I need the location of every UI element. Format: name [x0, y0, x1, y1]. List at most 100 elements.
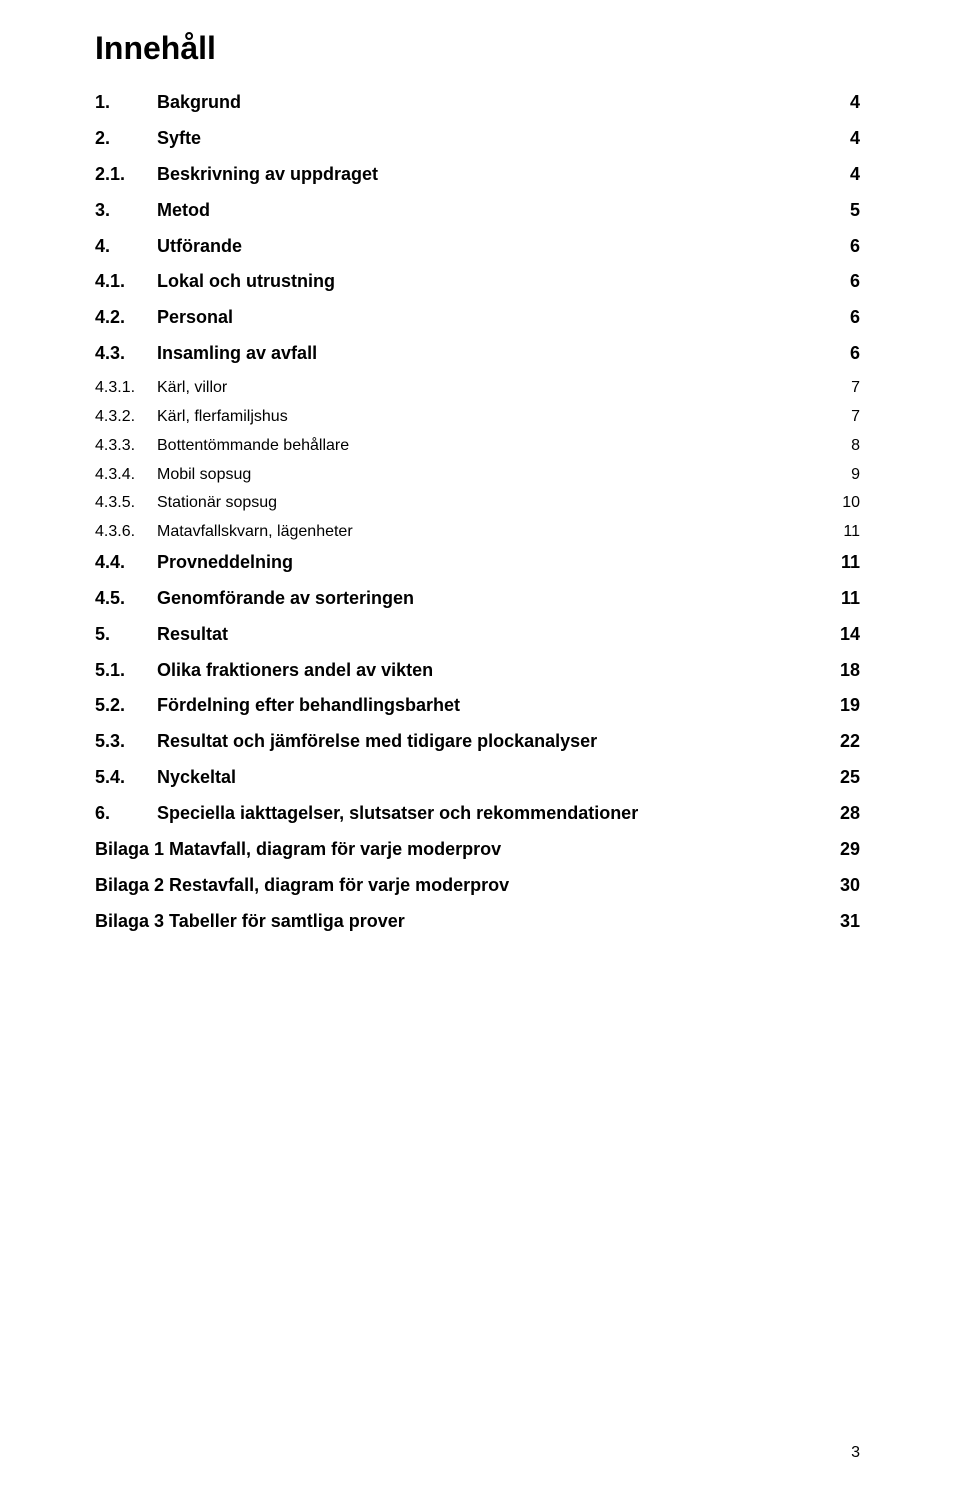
toc-row-left: 5.3.Resultat och jämförelse med tidigare… [95, 728, 597, 756]
toc-number: 5.3. [95, 728, 157, 756]
toc-number: 4.3. [95, 340, 157, 368]
toc-row: 5.3.Resultat och jämförelse med tidigare… [95, 728, 860, 756]
toc-page: 18 [830, 657, 860, 685]
toc-label: Speciella iakttagelser, slutsatser och r… [157, 800, 638, 828]
toc-row-left: Bilaga 3 Tabeller för samtliga prover [95, 908, 405, 936]
toc-page: 7 [830, 405, 860, 430]
page-number: 3 [851, 1444, 860, 1462]
toc-row-left: 4.3.6.Matavfallskvarn, lägenheter [95, 520, 353, 545]
toc-number: 2.1. [95, 161, 157, 189]
toc-label: Fördelning efter behandlingsbarhet [157, 692, 460, 720]
toc-label: Nyckeltal [157, 764, 236, 792]
toc-page: 4 [830, 161, 860, 189]
page-title: Innehåll [95, 30, 860, 67]
toc-label: Beskrivning av uppdraget [157, 161, 378, 189]
toc-number: 5.4. [95, 764, 157, 792]
toc-page: 9 [830, 463, 860, 488]
toc-row-left: 4.3.2.Kärl, flerfamiljshus [95, 405, 288, 430]
toc-page: 28 [830, 800, 860, 828]
toc-row-left: 6.Speciella iakttagelser, slutsatser och… [95, 800, 638, 828]
toc-page: 19 [830, 692, 860, 720]
toc-row: 4.3.3.Bottentömmande behållare 8 [95, 434, 860, 459]
toc-row-left: 5.4.Nyckeltal [95, 764, 236, 792]
toc-number: 4.2. [95, 304, 157, 332]
toc-page: 6 [830, 304, 860, 332]
toc-number: 3. [95, 197, 157, 225]
toc-row-left: 4.3.5.Stationär sopsug [95, 491, 277, 516]
toc-row: 4.4.Provneddelning11 [95, 549, 860, 577]
toc-label: Bakgrund [157, 89, 241, 117]
toc-label: Insamling av avfall [157, 340, 317, 368]
toc-row-left: 5.Resultat [95, 621, 228, 649]
toc-row: 4.3.5.Stationär sopsug 10 [95, 491, 860, 516]
toc-page: 14 [830, 621, 860, 649]
page: Innehåll 1.Bakgrund42.Syfte42.1.Beskrivn… [0, 0, 960, 1512]
toc-row: 4.3.1.Kärl, villor 7 [95, 376, 860, 401]
toc-row-left: 5.2.Fördelning efter behandlingsbarhet [95, 692, 460, 720]
toc-row-left: 4.5.Genomförande av sorteringen [95, 585, 414, 613]
toc-row: 4.Utförande 6 [95, 233, 860, 261]
toc-label: Bilaga 2 Restavfall, diagram för varje m… [95, 872, 509, 900]
toc-label: Resultat [157, 621, 228, 649]
toc-label: Utförande [157, 233, 242, 261]
toc-page: 22 [830, 728, 860, 756]
toc-row: Bilaga 2 Restavfall, diagram för varje m… [95, 872, 860, 900]
toc-number: 4.3.2. [95, 405, 157, 430]
toc-row-left: 2.1.Beskrivning av uppdraget [95, 161, 378, 189]
toc-row: 4.2.Personal 6 [95, 304, 860, 332]
toc-page: 4 [830, 125, 860, 153]
toc-row: 5.2.Fördelning efter behandlingsbarhet 19 [95, 692, 860, 720]
toc-label: Resultat och jämförelse med tidigare plo… [157, 728, 597, 756]
toc-page: 6 [830, 233, 860, 261]
toc-number: 4.3.1. [95, 376, 157, 401]
toc-page: 5 [830, 197, 860, 225]
toc-label: Kärl, flerfamiljshus [157, 405, 288, 430]
toc-number: 4.1. [95, 268, 157, 296]
toc-label: Bottentömmande behållare [157, 434, 349, 459]
toc-row-left: 4.1.Lokal och utrustning [95, 268, 335, 296]
toc-page: 7 [830, 376, 860, 401]
toc-row-left: 4.2.Personal [95, 304, 233, 332]
toc-row-left: 3.Metod [95, 197, 210, 225]
toc-row: 1.Bakgrund4 [95, 89, 860, 117]
toc-page: 31 [830, 908, 860, 936]
toc-number: 6. [95, 800, 157, 828]
toc-row: 4.3.4.Mobil sopsug 9 [95, 463, 860, 488]
toc-label: Genomförande av sorteringen [157, 585, 414, 613]
toc-row: 6.Speciella iakttagelser, slutsatser och… [95, 800, 860, 828]
toc-row-left: 4.3.4.Mobil sopsug [95, 463, 251, 488]
toc-row-left: 4.4.Provneddelning [95, 549, 293, 577]
toc-page: 10 [830, 491, 860, 516]
table-of-contents: 1.Bakgrund42.Syfte42.1.Beskrivning av up… [95, 89, 860, 936]
toc-page: 6 [830, 340, 860, 368]
toc-page: 8 [830, 434, 860, 459]
toc-label: Provneddelning [157, 549, 293, 577]
toc-label: Bilaga 3 Tabeller för samtliga prover [95, 908, 405, 936]
toc-number: 4. [95, 233, 157, 261]
toc-label: Stationär sopsug [157, 491, 277, 516]
toc-label: Matavfallskvarn, lägenheter [157, 520, 353, 545]
toc-label: Kärl, villor [157, 376, 227, 401]
toc-label: Personal [157, 304, 233, 332]
toc-number: 4.4. [95, 549, 157, 577]
toc-number: 5.2. [95, 692, 157, 720]
toc-row-left: 1.Bakgrund [95, 89, 241, 117]
toc-number: 5. [95, 621, 157, 649]
toc-row: 5.4.Nyckeltal25 [95, 764, 860, 792]
toc-row: 2.1.Beskrivning av uppdraget 4 [95, 161, 860, 189]
toc-row: 4.3.2.Kärl, flerfamiljshus 7 [95, 405, 860, 430]
toc-row-left: 4.3.Insamling av avfall [95, 340, 317, 368]
toc-page: 11 [830, 585, 860, 613]
toc-number: 4.3.4. [95, 463, 157, 488]
toc-number: 1. [95, 89, 157, 117]
toc-label: Syfte [157, 125, 201, 153]
toc-row-left: Bilaga 2 Restavfall, diagram för varje m… [95, 872, 509, 900]
toc-number: 4.3.5. [95, 491, 157, 516]
toc-row: Bilaga 3 Tabeller för samtliga prover 31 [95, 908, 860, 936]
toc-row-left: 4.Utförande [95, 233, 242, 261]
toc-number: 4.3.3. [95, 434, 157, 459]
toc-row-left: Bilaga 1 Matavfall, diagram för varje mo… [95, 836, 501, 864]
toc-row: 2.Syfte4 [95, 125, 860, 153]
toc-number: 5.1. [95, 657, 157, 685]
toc-row: 5.1.Olika fraktioners andel av vikten18 [95, 657, 860, 685]
